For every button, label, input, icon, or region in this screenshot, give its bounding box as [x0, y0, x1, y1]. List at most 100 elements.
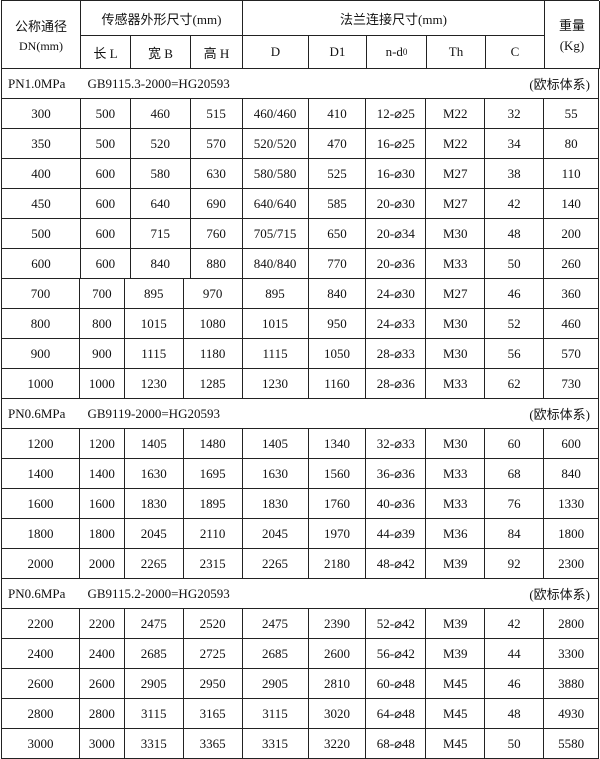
- pressure-label: PN0.6MPa: [8, 405, 66, 421]
- table-row: 1600 1600 1830 1895 1830 1760 40-⌀36 M33 76 1330: [2, 489, 600, 519]
- cell-d1: 1760: [308, 489, 367, 519]
- cell-c: 34: [485, 129, 545, 159]
- cell-c: 42: [485, 609, 545, 639]
- col-d1: D1: [309, 36, 367, 69]
- cell-width: 2475: [124, 609, 184, 639]
- cell-dn: 2400: [2, 639, 80, 669]
- cell-height: 1180: [183, 339, 243, 369]
- cell-n-d0: 60-⌀48: [366, 669, 427, 699]
- cell-weight: 1800: [544, 519, 600, 549]
- dn-header: 公称通径 DN(mm): [2, 1, 81, 69]
- cell-d: 2685: [242, 639, 309, 669]
- cell-th: M22: [426, 99, 486, 129]
- cell-dn: 400: [2, 159, 81, 189]
- cell-c: 50: [485, 249, 545, 279]
- cell-d1: 2180: [308, 549, 367, 579]
- cell-height: 2520: [183, 609, 243, 639]
- weight-label: 重量: [558, 18, 585, 33]
- cell-n-d0: 28-⌀33: [366, 339, 427, 369]
- cell-d1: 770: [308, 249, 367, 279]
- cell-d: 2905: [242, 669, 309, 699]
- cell-th: M30: [426, 309, 486, 339]
- section-cell: PN0.6MPa GB9115.2-2000=HG20593 (欧标体系): [2, 579, 599, 609]
- flange-group-header: 法兰连接尺寸(mm): [243, 1, 545, 36]
- cell-c: 48: [485, 219, 545, 249]
- system-label: (欧标体系): [529, 77, 590, 92]
- cell-th: M33: [426, 489, 486, 519]
- cell-c: 50: [485, 729, 545, 759]
- table-row: 3000 3000 3315 3365 3315 3220 68-⌀48 M45 50 5580: [2, 729, 600, 759]
- cell-dn: 1200: [2, 429, 80, 459]
- cell-weight: 570: [544, 339, 600, 369]
- cell-d1: 1970: [308, 519, 367, 549]
- cell-length: 600: [80, 219, 131, 249]
- cell-width: 1115: [124, 339, 184, 369]
- cell-dn: 600: [2, 249, 81, 279]
- cell-c: 60: [485, 429, 545, 459]
- cell-c: 68: [485, 459, 545, 489]
- cell-d: 1405: [242, 429, 309, 459]
- cell-d1: 650: [308, 219, 367, 249]
- cell-c: 76: [485, 489, 545, 519]
- cell-d1: 950: [308, 309, 367, 339]
- dn-label: 公称通径: [14, 18, 67, 34]
- cell-height: 2725: [183, 639, 243, 669]
- cell-length: 600: [80, 159, 131, 189]
- cell-length: 1400: [79, 459, 125, 489]
- cell-c: 44: [485, 639, 545, 669]
- col-length: 长 L: [81, 36, 131, 69]
- cell-th: M33: [426, 369, 486, 399]
- col-n-d0-subscript: 0: [402, 47, 408, 57]
- cell-n-d0: 32-⌀33: [366, 429, 427, 459]
- col-height: 高 H: [191, 36, 243, 69]
- table-row: 300 500 460 515 460/460 410 12-⌀25 M22 32 55: [2, 99, 600, 129]
- table-row: 600 600 840 880 840/840 770 20-⌀36 M33 50 260: [2, 249, 600, 279]
- cell-d: 520/520: [242, 129, 309, 159]
- cell-c: 46: [485, 279, 545, 309]
- cell-height: 570: [190, 129, 243, 159]
- cell-dn: 3000: [2, 729, 80, 759]
- cell-dn: 450: [2, 189, 81, 219]
- cell-height: 880: [190, 249, 243, 279]
- cell-n-d0: 28-⌀36: [366, 369, 427, 399]
- standard-label: GB9115.3-2000=HG20593: [87, 75, 230, 91]
- cell-weight: 4930: [544, 699, 600, 729]
- cell-th: M39: [426, 639, 486, 669]
- cell-th: M36: [426, 519, 486, 549]
- table-row: 2800 2800 3115 3165 3115 3020 64-⌀48 M45 48 4930: [2, 699, 600, 729]
- cell-weight: 200: [544, 219, 600, 249]
- cell-d1: 1050: [308, 339, 367, 369]
- cell-th: M27: [426, 189, 486, 219]
- cell-dn: 500: [2, 219, 81, 249]
- cell-th: M45: [426, 699, 486, 729]
- cell-n-d0: 68-⌀48: [366, 729, 427, 759]
- cell-d1: 2600: [308, 639, 367, 669]
- system-label: (欧标体系): [529, 587, 590, 602]
- cell-length: 3000: [79, 729, 125, 759]
- cell-width: 1405: [124, 429, 184, 459]
- col-th: Th: [427, 36, 486, 69]
- cell-weight: 80: [544, 129, 600, 159]
- table-row: 350 500 520 570 520/520 470 16-⌀25 M22 34 80: [2, 129, 600, 159]
- cell-n-d0: 56-⌀42: [366, 639, 427, 669]
- cell-n-d0: 24-⌀33: [366, 309, 427, 339]
- col-n-d0: n-d 0: [367, 36, 427, 69]
- cell-width: 580: [130, 159, 191, 189]
- table-row: 2200 2200 2475 2520 2475 2390 52-⌀42 M39 42 2800: [2, 609, 600, 639]
- table-row: 2000 2000 2265 2315 2265 2180 48-⌀42 M39 92 2300: [2, 549, 600, 579]
- cell-d: 1015: [242, 309, 309, 339]
- cell-weight: 730: [544, 369, 600, 399]
- cell-width: 460: [130, 99, 191, 129]
- cell-width: 1230: [124, 369, 184, 399]
- cell-length: 500: [80, 129, 131, 159]
- cell-n-d0: 52-⌀42: [366, 609, 427, 639]
- cell-width: 1015: [124, 309, 184, 339]
- cell-weight: 5580: [544, 729, 600, 759]
- cell-n-d0: 36-⌀36: [366, 459, 427, 489]
- pressure-label: PN0.6MPa: [8, 585, 66, 601]
- cell-d: 1830: [242, 489, 309, 519]
- cell-length: 1600: [79, 489, 125, 519]
- cell-d: 640/640: [242, 189, 309, 219]
- cell-weight: 840: [544, 459, 600, 489]
- cell-weight: 140: [544, 189, 600, 219]
